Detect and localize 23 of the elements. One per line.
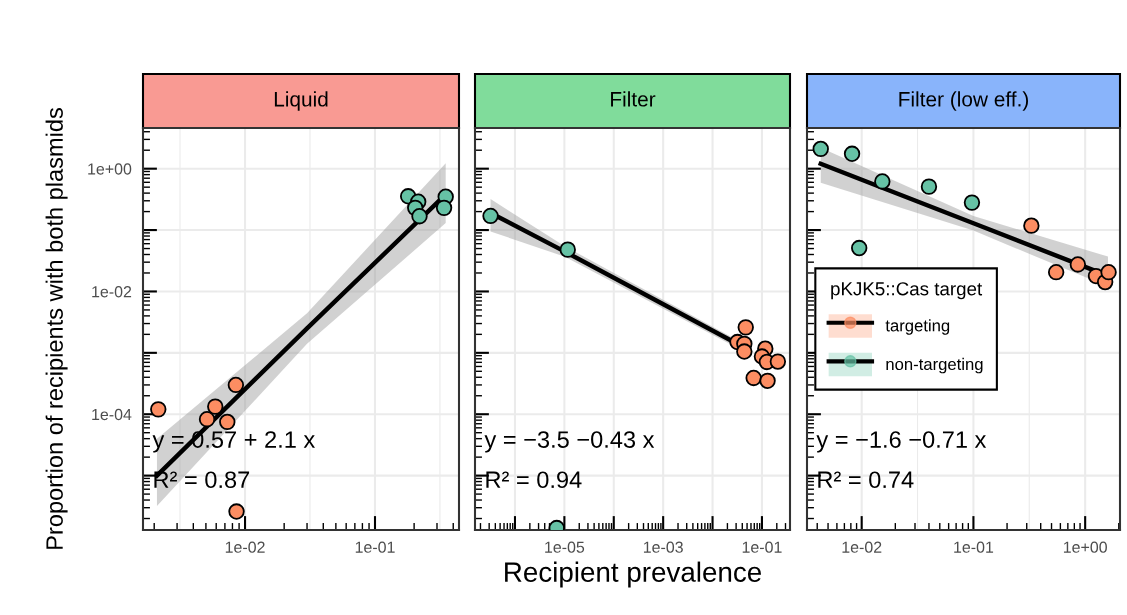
x-tick-label: 1e-05 — [545, 541, 585, 553]
y-tick-label: 1e-02 — [92, 286, 132, 298]
x-tick-label: 1e-03 — [643, 541, 683, 553]
legend-label: non-targeting — [886, 357, 983, 374]
x-tick-label: 1e-01 — [742, 541, 782, 553]
annotation: R² = 0.74 — [818, 471, 914, 489]
y-tick-label: 1e+00 — [88, 163, 132, 175]
y-axis-title: Proportion of recipients with both plasmids — [45, 108, 68, 549]
chart-title: Filter — [611, 91, 656, 107]
annotation: y = −3.5 −0.43 x — [484, 431, 655, 453]
x-tick-label: 1e-01 — [355, 541, 395, 553]
annotation: R² = 0.94 — [486, 471, 582, 489]
x-tick-label: 1e-01 — [954, 541, 994, 553]
x-tick-label: 1e-02 — [842, 541, 882, 553]
x-tick-label: 1e-02 — [225, 541, 265, 553]
legend-label: targeting — [885, 319, 950, 335]
chart-title: Filter (low eff.) — [899, 91, 1029, 111]
annotation: y = −1.6 −0.71 x — [816, 431, 987, 453]
x-axis-title: Recipient prevalence — [505, 561, 761, 588]
y-tick-label: 1e-04 — [92, 408, 132, 421]
x-tick-label: 1e+00 — [1063, 541, 1107, 553]
chart-title: Liquid — [274, 91, 328, 111]
legend-title: pKJK5::Cas target — [831, 282, 983, 300]
